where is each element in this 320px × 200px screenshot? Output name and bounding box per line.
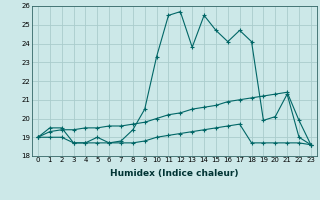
X-axis label: Humidex (Indice chaleur): Humidex (Indice chaleur) <box>110 169 239 178</box>
